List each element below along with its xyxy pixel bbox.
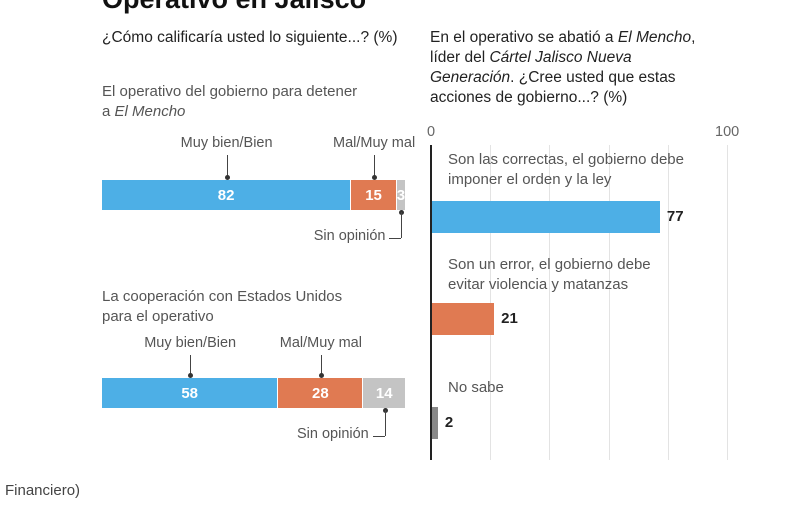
segment-label: Mal/Muy mal bbox=[332, 135, 416, 151]
question-text-italic: Cártel Jalisco Nueva bbox=[489, 49, 632, 66]
segment-label: Muy bien/Bien bbox=[144, 335, 237, 351]
leader-dot bbox=[224, 175, 230, 180]
leader-dot bbox=[372, 175, 378, 180]
segment-label: Muy bien/Bien bbox=[180, 135, 273, 151]
category-label: Son las correctas, el gobierno debe impon… bbox=[448, 150, 684, 190]
bar bbox=[432, 303, 495, 335]
leader-line bbox=[190, 355, 192, 376]
category-label: Son un error, el gobierno debe evitar vio… bbox=[448, 255, 651, 295]
x-tick-label: 100 bbox=[715, 124, 740, 140]
left-question: ¿Cómo calificaría usted lo siguiente...?… bbox=[102, 29, 398, 46]
segment-label: Sin opinión bbox=[313, 228, 386, 244]
question-text-italic: El Mencho bbox=[617, 29, 692, 46]
question-text-italic: Generación bbox=[430, 69, 511, 86]
group-label-text: La cooperación con Estados Unidos bbox=[102, 288, 343, 305]
leader-line bbox=[372, 436, 385, 437]
gridline bbox=[667, 145, 669, 460]
group-label-italic: El Mencho bbox=[114, 103, 186, 120]
bar bbox=[432, 201, 660, 233]
source-footer: Financiero) bbox=[5, 482, 81, 499]
gridline bbox=[549, 145, 551, 460]
category-label-text: No sabe bbox=[448, 379, 504, 396]
bar-segment: 3 bbox=[397, 180, 406, 210]
bar-segment: 28 bbox=[278, 378, 364, 408]
chart-title: Operativo en Jalisco bbox=[102, 0, 366, 15]
zero-axis bbox=[430, 145, 432, 460]
group-label-text: a bbox=[102, 103, 115, 120]
bar-segment: 58 bbox=[102, 378, 279, 408]
group-label: El operativo del gobierno para detener a … bbox=[102, 82, 412, 122]
question-text: . ¿Cree usted que estas bbox=[510, 69, 676, 86]
x-tick-label: 0 bbox=[427, 124, 436, 140]
gridline bbox=[727, 145, 728, 460]
leader-dot bbox=[188, 373, 194, 378]
right-question: En el operativo se abatió a El Mencho, l… bbox=[430, 28, 750, 108]
question-text: En el operativo se abatió a bbox=[430, 29, 618, 46]
leader-dot bbox=[318, 373, 324, 378]
value-label: 77 bbox=[666, 208, 684, 225]
leader-line bbox=[320, 355, 322, 376]
category-label-text: imponer el orden y la ley bbox=[448, 171, 612, 188]
group-label-text: El operativo del gobierno para detener bbox=[102, 83, 358, 100]
segment-label: Sin opinión bbox=[296, 426, 369, 442]
leader-line bbox=[389, 238, 402, 239]
group-label-text: para el operativo bbox=[102, 308, 214, 325]
bar-segment: 15 bbox=[351, 180, 397, 210]
group-label: La cooperación con Estados Unidos para el… bbox=[102, 287, 412, 327]
value-label: 2 bbox=[444, 414, 454, 431]
leader-line bbox=[384, 410, 386, 436]
gridline bbox=[608, 145, 610, 460]
category-label: No sabe bbox=[448, 378, 504, 398]
leader-line bbox=[226, 155, 228, 178]
category-label-text: Son un error, el gobierno debe bbox=[448, 256, 651, 273]
question-text: acciones de gobierno...? (%) bbox=[430, 89, 628, 106]
question-text: , bbox=[691, 29, 696, 46]
bar-segment: 14 bbox=[363, 378, 406, 408]
category-label-text: Son las correctas, el gobierno debe bbox=[448, 151, 684, 168]
gridline bbox=[490, 145, 492, 460]
category-label-text: evitar violencia y matanzas bbox=[448, 276, 629, 293]
bar bbox=[432, 407, 438, 439]
value-label: 21 bbox=[501, 310, 518, 327]
question-text: líder del bbox=[430, 49, 490, 66]
leader-line bbox=[401, 212, 403, 238]
bar-segment: 82 bbox=[102, 180, 352, 210]
segment-label: Mal/Muy mal bbox=[279, 335, 362, 351]
leader-line bbox=[374, 155, 376, 178]
